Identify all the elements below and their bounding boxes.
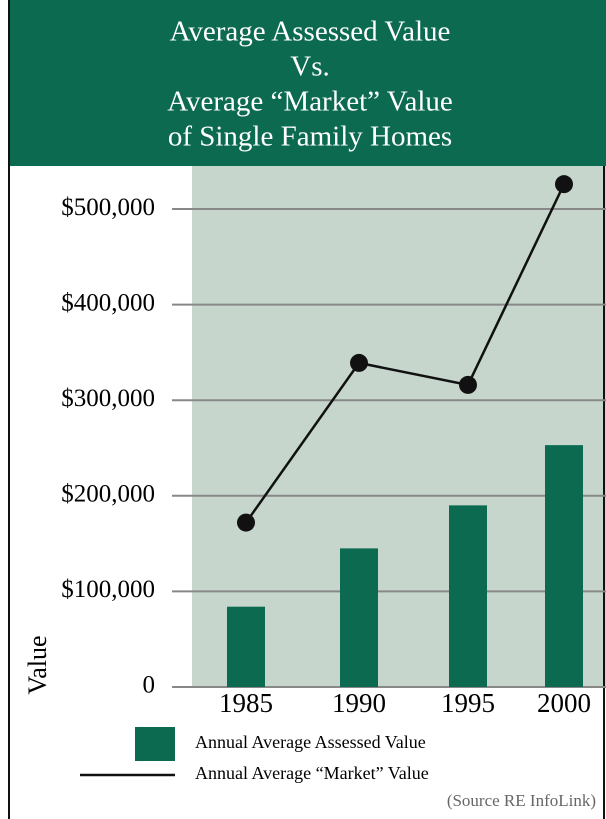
y-tick-label: $100,000 bbox=[61, 576, 155, 603]
x-tick-label: 1995 bbox=[441, 688, 495, 718]
y-tick-label: $400,000 bbox=[61, 289, 155, 316]
title-line: Average “Market” Value bbox=[167, 86, 453, 118]
y-tick-label: $300,000 bbox=[61, 385, 155, 412]
source: (Source RE InfoLink) bbox=[447, 791, 596, 810]
y-tick-label: $500,000 bbox=[61, 194, 155, 221]
bar bbox=[227, 606, 265, 687]
legend-label: Annual Average Assessed Value bbox=[195, 732, 426, 752]
bar bbox=[449, 505, 487, 687]
title-line: Vs. bbox=[290, 51, 329, 83]
point bbox=[350, 353, 368, 372]
header bbox=[8, 0, 606, 166]
y-axis-label: Value bbox=[23, 635, 52, 694]
line bbox=[244, 183, 566, 524]
plot-area bbox=[192, 166, 606, 688]
legend-label: Annual Average “Market” Value bbox=[195, 763, 429, 783]
x-tick-label: 1985 bbox=[219, 688, 273, 718]
point bbox=[555, 175, 573, 194]
y-tick-label: $200,000 bbox=[61, 481, 155, 508]
point bbox=[459, 375, 477, 394]
bar bbox=[545, 445, 583, 687]
x-tick-label: 2000 bbox=[537, 688, 591, 718]
title-line: of Single Family Homes bbox=[168, 121, 452, 153]
bar bbox=[340, 548, 378, 687]
y-tick-label: 0 bbox=[143, 672, 156, 699]
title-line: Average Assessed Value bbox=[170, 16, 451, 48]
legend-swatch bbox=[135, 727, 175, 761]
x-tick-label: 1990 bbox=[332, 688, 386, 718]
point bbox=[237, 513, 255, 532]
